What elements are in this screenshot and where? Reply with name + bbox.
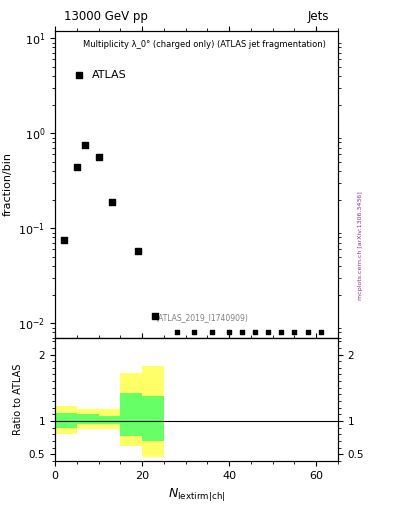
Point xyxy=(209,328,215,336)
Point xyxy=(226,328,232,336)
Text: ATLAS: ATLAS xyxy=(92,70,127,80)
Bar xyxy=(142,396,164,441)
Point xyxy=(191,328,197,336)
Bar xyxy=(55,407,77,434)
Bar xyxy=(77,414,99,424)
Bar xyxy=(120,393,142,436)
Bar xyxy=(77,409,99,429)
Point xyxy=(291,328,298,336)
Text: (ATLAS_2019_I1740909): (ATLAS_2019_I1740909) xyxy=(156,313,249,323)
Bar xyxy=(55,413,77,428)
Point xyxy=(265,328,272,336)
Y-axis label: fraction/bin: fraction/bin xyxy=(3,153,13,217)
Point xyxy=(318,328,324,336)
Text: mcplots.cern.ch [arXiv:1306.3436]: mcplots.cern.ch [arXiv:1306.3436] xyxy=(358,191,363,300)
Point xyxy=(73,163,80,171)
Point xyxy=(83,141,89,149)
Point xyxy=(95,153,102,161)
Point xyxy=(134,247,141,255)
Point xyxy=(61,236,67,244)
Point xyxy=(52,136,59,144)
Bar xyxy=(142,367,164,457)
Bar xyxy=(99,409,120,429)
Text: Jets: Jets xyxy=(308,10,329,23)
Text: 13000 GeV pp: 13000 GeV pp xyxy=(64,10,147,23)
Bar xyxy=(99,416,120,424)
Text: Multiplicity λ_0° (charged only) (ATLAS jet fragmentation): Multiplicity λ_0° (charged only) (ATLAS … xyxy=(83,40,326,49)
Point xyxy=(108,198,115,206)
Y-axis label: Ratio to ATLAS: Ratio to ATLAS xyxy=(13,364,23,435)
Point xyxy=(252,328,259,336)
Point xyxy=(304,328,310,336)
Point xyxy=(239,328,245,336)
Point xyxy=(278,328,285,336)
Bar xyxy=(120,373,142,446)
X-axis label: $N_{\rm lextirm|ch|}$: $N_{\rm lextirm|ch|}$ xyxy=(168,486,225,503)
Point xyxy=(174,328,180,336)
Point xyxy=(152,312,158,320)
